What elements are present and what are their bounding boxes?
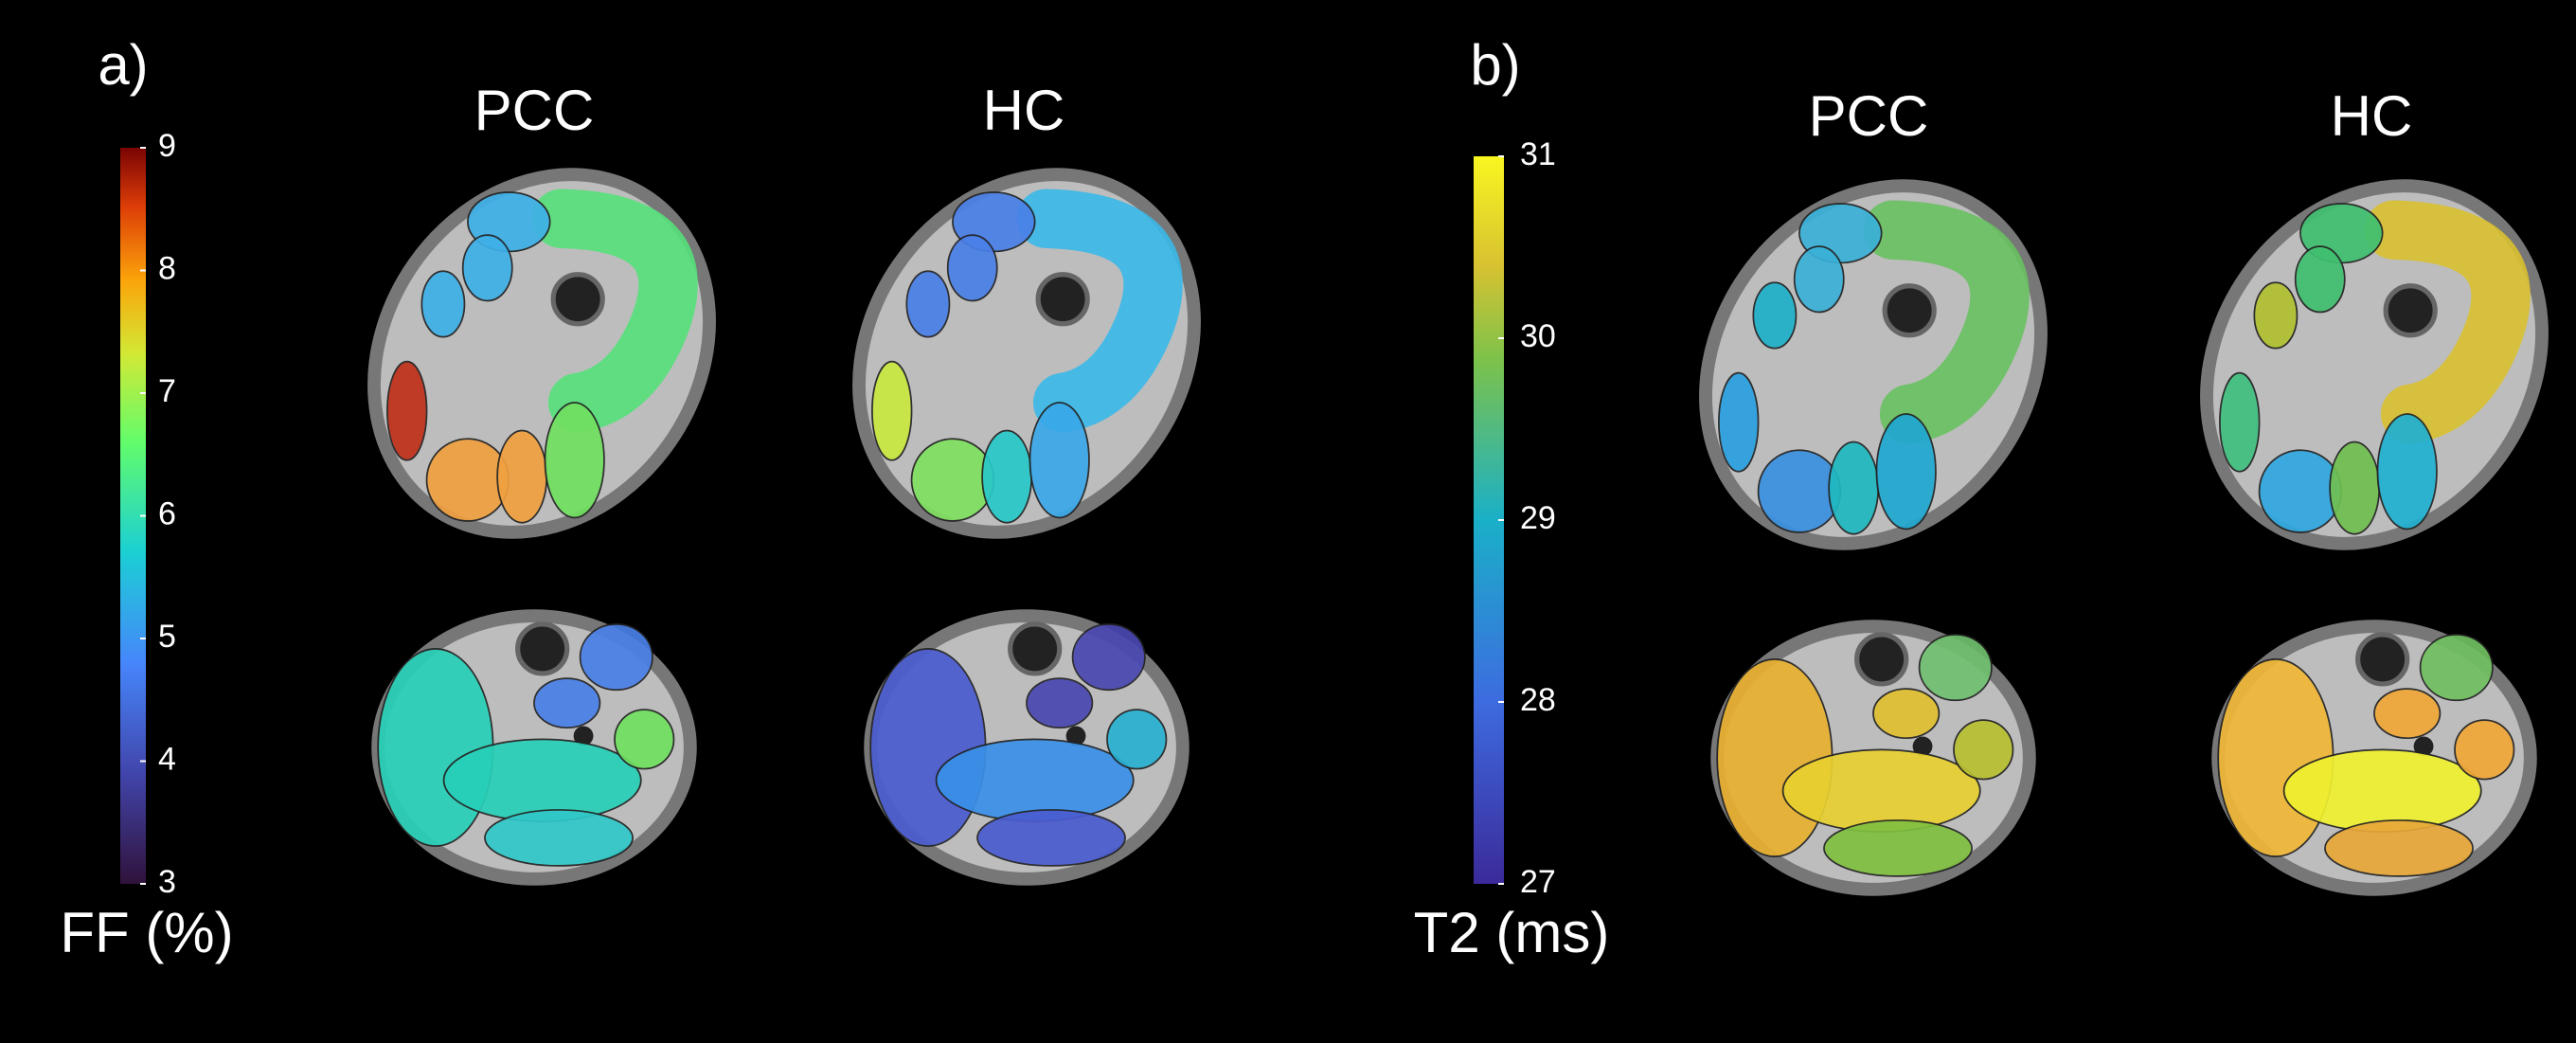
colorbar-label: FF (%) xyxy=(60,901,233,964)
muscle xyxy=(1872,688,1941,740)
muscle xyxy=(1823,819,1973,877)
bone xyxy=(1065,726,1086,746)
muscle xyxy=(2217,658,2334,857)
bone xyxy=(1035,272,1090,327)
muscle xyxy=(935,738,1135,822)
muscle xyxy=(614,709,675,770)
colorbar-tick-label: 5 xyxy=(158,619,176,655)
bone xyxy=(2383,283,2438,338)
muscle xyxy=(420,270,466,338)
muscle xyxy=(1016,189,1183,433)
panel-label: a) xyxy=(98,33,148,97)
colorbar-tick-label: 29 xyxy=(1520,500,1556,536)
muscle xyxy=(496,429,548,524)
muscle xyxy=(377,648,494,847)
muscle xyxy=(579,623,653,692)
bone xyxy=(515,621,570,676)
muscle xyxy=(2419,634,2494,702)
colorbar-tick-label: 27 xyxy=(1520,864,1556,900)
muscle xyxy=(1828,441,1880,535)
muscle xyxy=(1793,245,1845,314)
colorbar-tick-label: 8 xyxy=(158,250,176,286)
muscle xyxy=(946,234,998,302)
column-title: HC xyxy=(2331,84,2413,148)
muscle xyxy=(1781,748,1981,833)
thigh-image xyxy=(2200,179,2549,550)
colorbar-tick-label: 6 xyxy=(158,495,176,531)
muscle xyxy=(1106,709,1168,770)
bone xyxy=(550,272,605,327)
muscle xyxy=(484,809,634,867)
bone xyxy=(2413,736,2434,757)
colorbar-tick-label: 4 xyxy=(158,741,176,777)
bone xyxy=(1854,632,1909,687)
bone xyxy=(1008,621,1063,676)
colorbar-tick-label: 9 xyxy=(158,128,176,164)
calf-image xyxy=(1710,620,2036,896)
muscle xyxy=(544,402,605,519)
muscle xyxy=(869,648,987,847)
calf-image xyxy=(864,609,1190,886)
muscle xyxy=(425,438,510,522)
thigh-outline xyxy=(1699,179,2048,550)
column-title: HC xyxy=(983,79,1065,142)
bone xyxy=(2355,632,2410,687)
colorbar-tick-label: 28 xyxy=(1520,682,1556,718)
muscle xyxy=(1716,658,1834,857)
muscle xyxy=(1863,200,2030,444)
muscle xyxy=(1953,719,2014,781)
muscle xyxy=(2324,819,2474,877)
muscle xyxy=(2454,719,2515,781)
muscle xyxy=(461,234,513,302)
muscle xyxy=(1071,623,1146,692)
colorbar-label: T2 (ms) xyxy=(1414,901,1610,964)
muscle xyxy=(905,270,951,338)
bone xyxy=(1882,283,1937,338)
thigh-outline xyxy=(367,168,716,539)
colorbar-tick-label: 31 xyxy=(1520,136,1556,172)
colorbar-tick-label: 7 xyxy=(158,373,176,409)
muscle xyxy=(2258,449,2343,533)
muscle xyxy=(2373,688,2442,740)
muscle xyxy=(1026,677,1094,729)
colorbar-tick-label: 3 xyxy=(158,864,176,900)
column-title: PCC xyxy=(1809,84,1929,148)
bone xyxy=(573,726,594,746)
muscle xyxy=(1875,413,1937,530)
muscle xyxy=(1752,281,1798,350)
muscle xyxy=(910,438,995,522)
muscle xyxy=(2282,748,2482,833)
calf-image xyxy=(371,609,697,886)
calf-image xyxy=(2211,620,2537,896)
muscle xyxy=(1918,634,1993,702)
thigh-image xyxy=(1699,179,2048,550)
panel-label: b) xyxy=(1470,33,1520,97)
muscle xyxy=(442,738,642,822)
muscle xyxy=(981,429,1033,524)
bone xyxy=(1912,736,1933,757)
muscle xyxy=(2364,200,2531,444)
thigh-image xyxy=(367,168,716,539)
colorbar-tick-label: 30 xyxy=(1520,318,1556,354)
muscle xyxy=(2376,413,2438,530)
muscle xyxy=(2219,371,2261,473)
muscle xyxy=(976,809,1126,867)
muscle xyxy=(1718,371,1760,473)
thigh-image xyxy=(852,168,1201,539)
muscle xyxy=(2253,281,2299,350)
muscle xyxy=(386,360,428,461)
muscle xyxy=(2329,441,2381,535)
column-title: PCC xyxy=(474,79,595,142)
thigh-outline xyxy=(852,168,1201,539)
muscle xyxy=(1757,449,1842,533)
muscle xyxy=(533,677,601,729)
muscle xyxy=(2294,245,2346,314)
muscle xyxy=(871,360,913,461)
muscle xyxy=(1029,402,1090,519)
muscle xyxy=(531,189,698,433)
